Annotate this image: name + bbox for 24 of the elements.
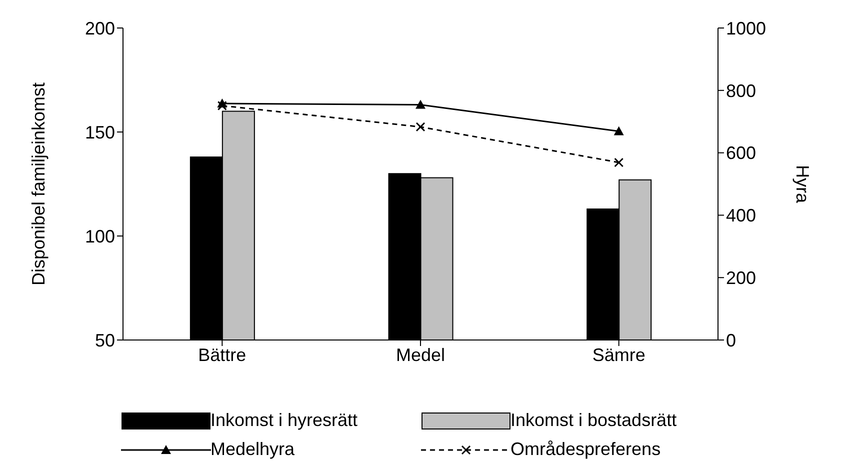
- y-tick-label: 100: [84, 226, 115, 246]
- x-tick-label: Medel: [396, 344, 446, 365]
- y-tick-label: 50: [94, 330, 115, 350]
- y2-tick-label: 800: [726, 80, 756, 101]
- y2-tick-label: 0: [726, 330, 736, 350]
- y2-tick-label: 600: [726, 143, 756, 164]
- y-tick-label: 200: [84, 18, 115, 38]
- point: [217, 100, 227, 110]
- legend-label: Inkomst i hyresrätt: [210, 410, 358, 431]
- point: [614, 158, 624, 168]
- x-tick-label: Sämre: [592, 344, 646, 365]
- y-tick-label: 150: [84, 122, 115, 142]
- legend-label: Områdespreferens: [510, 439, 661, 460]
- y2-tick-label: 200: [726, 268, 756, 288]
- y-axis-title: Disponibel familjeinkomst: [28, 82, 48, 286]
- point: [416, 100, 426, 109]
- point: [416, 122, 426, 132]
- point: [614, 126, 624, 136]
- y2-axis-title: Hyra: [792, 164, 813, 204]
- legend-label: Medelhyra: [210, 439, 295, 460]
- y2-tick-label: 400: [726, 206, 756, 226]
- y2-tick-label: 1000: [726, 18, 766, 38]
- x-tick-label: Bättre: [198, 344, 246, 365]
- legend-label: Inkomst i bostadsrätt: [510, 410, 677, 431]
